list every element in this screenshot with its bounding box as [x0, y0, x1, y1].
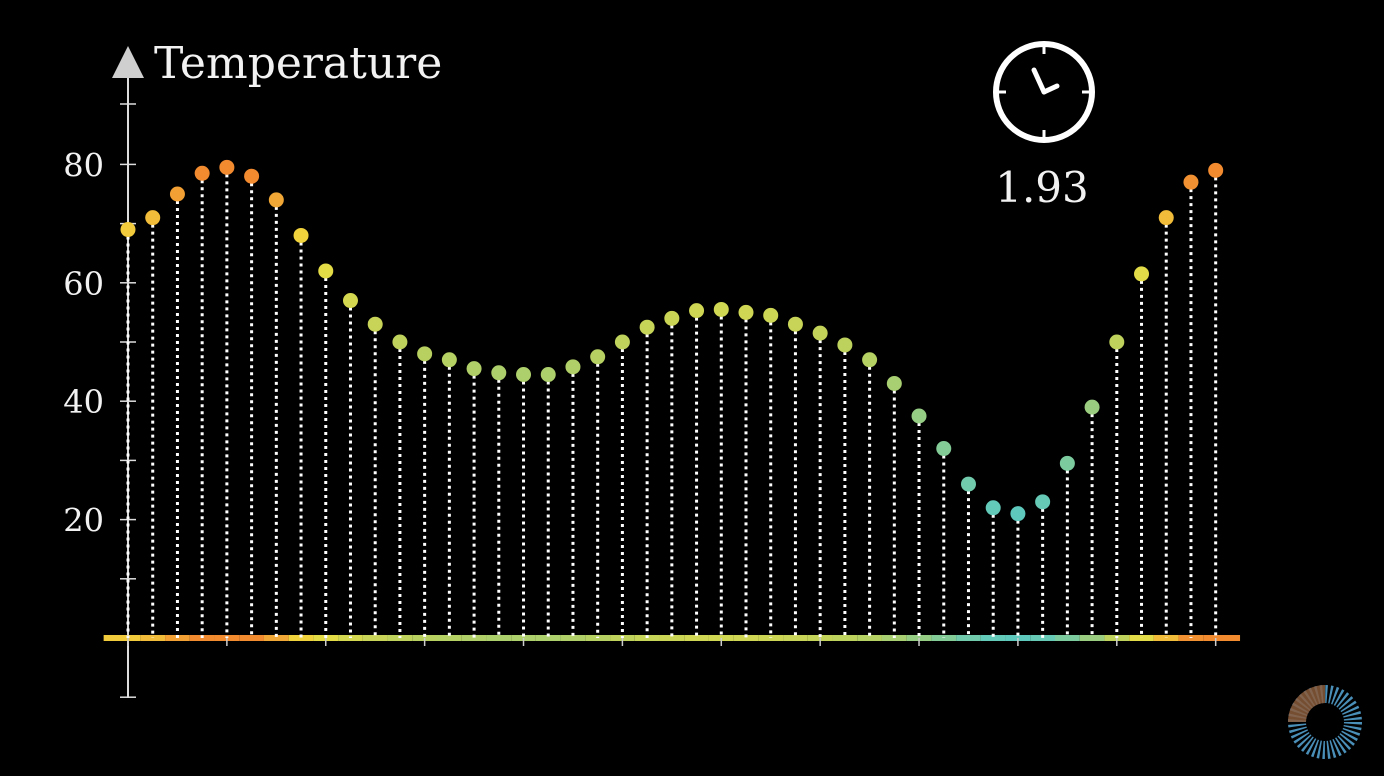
data-point [1010, 506, 1026, 522]
data-point [540, 367, 556, 383]
y-axis: Temperature [112, 38, 442, 698]
stems [126, 167, 1218, 638]
baseline-segment [362, 635, 388, 641]
data-point [1183, 174, 1199, 190]
data-point [862, 352, 878, 368]
data-point [342, 293, 358, 309]
baseline-segment [832, 635, 858, 641]
baseline-segment [103, 635, 141, 641]
baseline-segment [659, 635, 685, 641]
data-point [738, 304, 754, 320]
data-point [293, 227, 309, 243]
data-point [318, 263, 334, 279]
data-point [1158, 210, 1174, 226]
baseline-segment [1203, 635, 1241, 641]
baseline-segment [783, 635, 808, 641]
y-tick-label: 20 [63, 502, 104, 540]
data-point [1208, 162, 1224, 178]
data-point [219, 159, 235, 175]
data-point [614, 334, 630, 350]
baseline-segment [437, 635, 462, 641]
baseline-segment [461, 635, 487, 641]
data-point [169, 186, 185, 202]
data-point [787, 316, 803, 332]
data-point [244, 168, 260, 184]
data-point [886, 375, 902, 391]
data-point [194, 165, 210, 181]
data-point [590, 349, 606, 365]
data-point [120, 222, 136, 238]
baseline-segment [956, 635, 981, 641]
data-point [466, 361, 482, 377]
baseline-segment [980, 635, 1006, 641]
data-point [763, 307, 779, 323]
data-point [639, 319, 655, 335]
data-points [120, 159, 1224, 522]
baseline-segment [239, 635, 264, 641]
data-point [911, 408, 927, 424]
y-axis-arrow [112, 46, 144, 78]
data-point [1035, 494, 1051, 510]
data-point [664, 310, 680, 326]
baseline-segment [263, 635, 289, 641]
baseline-segment [288, 635, 314, 641]
baseline-segment [535, 635, 561, 641]
data-point [837, 337, 853, 353]
data-point [713, 301, 729, 317]
baseline-segment [1055, 635, 1080, 641]
baseline-segment [684, 635, 709, 641]
data-point [1059, 455, 1075, 471]
data-point [491, 365, 507, 381]
data-point [516, 367, 532, 383]
data-point [417, 346, 433, 362]
data-point [936, 441, 952, 457]
baseline-segment [1079, 635, 1105, 641]
y-tick-label: 60 [63, 265, 104, 303]
y-tick-label: 80 [63, 146, 104, 184]
baseline-segment [1030, 635, 1055, 641]
data-point [985, 500, 1001, 516]
baseline-segment [560, 635, 586, 641]
y-axis-label: Temperature [154, 38, 442, 89]
baseline-segment [733, 635, 759, 641]
x-baseline [103, 635, 1241, 646]
data-point [1109, 334, 1125, 350]
data-point [1134, 266, 1150, 282]
y-tick-label: 40 [63, 383, 104, 421]
clock-icon [993, 41, 1095, 143]
data-point [689, 303, 705, 319]
data-point [367, 316, 383, 332]
loading-ring-icon [1288, 685, 1362, 759]
y-axis-ticks: 20 40 60 80 [63, 103, 136, 698]
data-point [960, 476, 976, 492]
data-point [565, 359, 581, 375]
data-point [1084, 399, 1100, 415]
baseline-segment [857, 635, 882, 641]
baseline-segment [486, 635, 512, 641]
data-point [268, 192, 284, 208]
data-point [392, 334, 408, 350]
data-point [441, 352, 457, 368]
data-point [812, 325, 828, 341]
timer-readout: 1.93 [995, 163, 1089, 212]
data-point [145, 210, 161, 226]
